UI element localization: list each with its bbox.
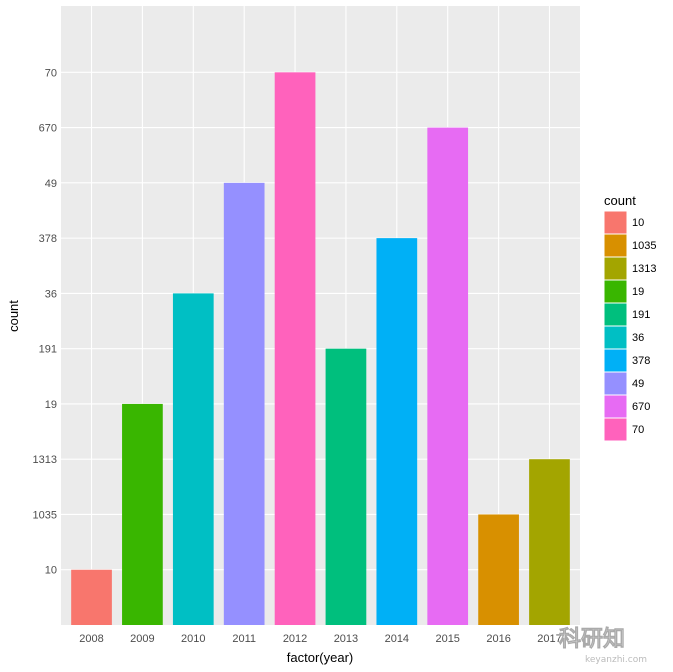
legend-label: 1035 (632, 240, 656, 252)
y-tick-label: 36 (45, 288, 57, 300)
bar-2013 (325, 348, 367, 625)
legend: count 10 1035 1313 19 191 36 378 49 670 70 (603, 193, 656, 442)
bar-2008 (71, 569, 112, 625)
x-tick-label: 2012 (283, 633, 307, 645)
bar-2014 (376, 238, 418, 625)
legend-label: 70 (632, 424, 644, 436)
bar-2017 (529, 459, 570, 625)
legend-key (603, 256, 628, 281)
x-tick-label: 2011 (232, 633, 256, 645)
y-tick-label: 49 (45, 178, 57, 190)
legend-key (603, 417, 628, 442)
y-tick-label: 670 (39, 123, 57, 135)
x-axis-ticks: 2008 2009 2010 2011 2012 2013 2014 2015 2016 2017 (79, 633, 561, 645)
y-axis-title: count (6, 300, 21, 332)
bar-2009 (122, 403, 163, 625)
bar-2010 (172, 293, 214, 625)
legend-key (603, 233, 628, 258)
legend-key (603, 279, 628, 304)
legend-key (603, 302, 628, 327)
bar-2016 (478, 514, 519, 625)
y-tick-label: 1313 (33, 454, 57, 466)
bar-2011 (223, 182, 265, 625)
watermark-logo: 科研知 keyanzhi.com (559, 626, 647, 665)
y-tick-label: 19 (45, 399, 57, 411)
bar-2012 (274, 72, 316, 626)
x-tick-label: 2014 (385, 633, 409, 645)
y-tick-label: 10 (45, 565, 57, 577)
bar-2015 (427, 127, 469, 625)
x-tick-label: 2010 (181, 633, 205, 645)
legend-label: 36 (632, 332, 644, 344)
legend-label: 19 (632, 286, 644, 298)
legend-label: 378 (632, 355, 650, 367)
legend-key (603, 210, 628, 235)
x-tick-label: 2016 (486, 633, 510, 645)
x-tick-label: 2009 (130, 633, 154, 645)
x-tick-label: 2013 (334, 633, 358, 645)
legend-label: 670 (632, 401, 650, 413)
legend-key (603, 348, 628, 373)
legend-key (603, 394, 628, 419)
legend-key (603, 371, 628, 396)
y-tick-label: 1035 (33, 509, 57, 521)
y-axis-ticks: 10 1035 1313 19 191 36 378 49 670 70 (33, 67, 57, 576)
y-tick-label: 70 (45, 67, 57, 79)
y-tick-label: 191 (39, 344, 57, 356)
legend-label: 1313 (632, 263, 656, 275)
watermark-subtext: keyanzhi.com (585, 655, 647, 665)
legend-title: count (604, 193, 636, 208)
x-axis-title: factor(year) (287, 650, 353, 665)
legend-key (603, 325, 628, 350)
legend-label: 191 (632, 309, 650, 321)
x-tick-label: 2017 (537, 633, 561, 645)
watermark-text: 科研知 (559, 626, 625, 652)
x-tick-label: 2008 (79, 633, 103, 645)
legend-label: 49 (632, 378, 644, 390)
bars (71, 72, 570, 626)
y-tick-label: 378 (39, 233, 57, 245)
x-tick-label: 2015 (435, 633, 459, 645)
legend-label: 10 (632, 217, 644, 229)
